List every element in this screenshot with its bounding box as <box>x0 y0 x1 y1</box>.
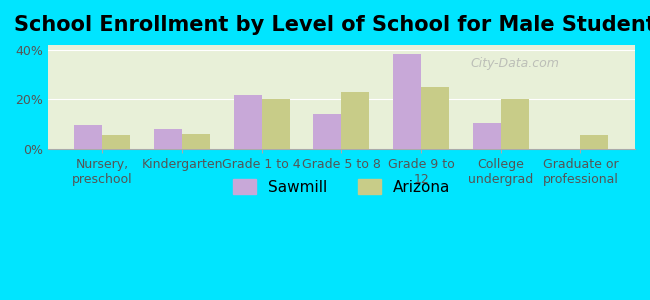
Text: City-Data.com: City-Data.com <box>471 57 560 70</box>
Bar <box>102 135 130 148</box>
Legend: Sawmill, Arizona: Sawmill, Arizona <box>233 179 450 195</box>
Bar <box>473 123 501 148</box>
Bar <box>262 99 289 148</box>
Bar <box>341 92 369 148</box>
Bar <box>421 87 449 148</box>
Bar <box>500 99 528 148</box>
Bar <box>75 125 102 148</box>
Bar <box>393 53 421 148</box>
Bar <box>154 129 182 148</box>
Bar <box>580 135 608 148</box>
Bar <box>182 134 210 148</box>
Title: School Enrollment by Level of School for Male Students: School Enrollment by Level of School for… <box>14 15 650 35</box>
Bar <box>313 114 341 148</box>
Bar <box>234 95 262 148</box>
